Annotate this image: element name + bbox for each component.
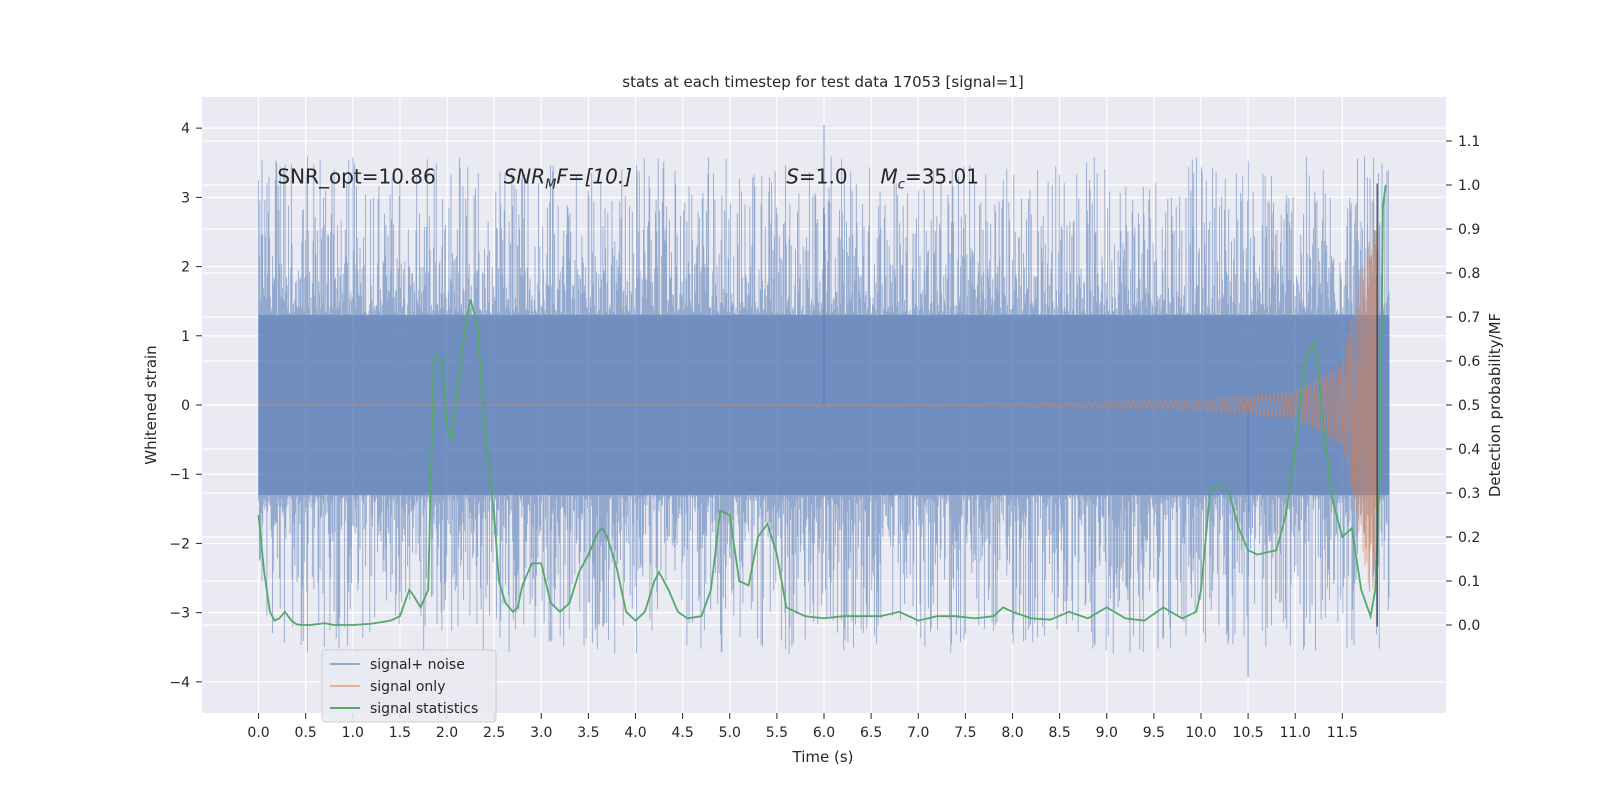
x-axis: 0.0 0.5 1.0 1.5 2.0 2.5 3.0 3.5 4.0 4.5 5.0 5.5 6.0 6… <box>247 713 1358 741</box>
x-tick-label: 3.5 <box>577 725 599 741</box>
y-right-tick-label: 0.0 <box>1458 618 1480 634</box>
y-left-tick-label: 4 <box>181 121 190 137</box>
legend-box <box>321 649 497 723</box>
y-axis-right-label: Detection probability/MF <box>1486 313 1504 497</box>
x-tick-label: 4.0 <box>624 725 646 741</box>
x-tick-label: 6.0 <box>813 725 835 741</box>
x-tick-label: 11.5 <box>1327 725 1358 741</box>
y-right-tick-label: 0.1 <box>1458 574 1480 590</box>
y-left-tick-label: −2 <box>169 536 190 552</box>
x-axis-label: Time (s) <box>792 748 854 766</box>
x-tick-label: 1.0 <box>342 725 364 741</box>
x-tick-label: 2.0 <box>436 725 458 741</box>
y-right-tick-label: 0.4 <box>1458 442 1480 458</box>
y-left-tick-label: −1 <box>169 467 190 483</box>
y-right-tick-label: 1.1 <box>1458 134 1480 150</box>
annotation: S=1.0 <box>786 165 847 189</box>
legend: signal+ noise signal only signal statistic… <box>321 649 497 723</box>
annotation-main: SNR_opt=10.86 <box>277 165 435 189</box>
legend-label: signal only <box>370 679 445 695</box>
x-tick-label: 8.5 <box>1048 725 1070 741</box>
legend-label: signal statistics <box>370 701 478 717</box>
y-right-tick-label: 0.5 <box>1458 398 1480 414</box>
y-left-tick-label: −3 <box>169 606 190 622</box>
annotation-main: M <box>881 165 898 189</box>
annotations: SNR_opt=10.86 SNRMF=[10.] S=1.0 Mc=35.01 <box>277 165 979 193</box>
x-tick-label: 3.0 <box>530 725 552 741</box>
y-right-tick-label: 0.9 <box>1458 222 1480 238</box>
x-tick-label: 0.0 <box>247 725 269 741</box>
chart-title: stats at each timestep for test data 170… <box>622 73 1023 91</box>
y-right-tick-label: 0.7 <box>1458 310 1480 326</box>
x-tick-label: 10.5 <box>1233 725 1264 741</box>
annotation-rest: =1.0 <box>799 165 848 189</box>
y-right-tick-label: 0.6 <box>1458 354 1480 370</box>
y-axis-left-label: Whitened strain <box>142 345 160 464</box>
x-tick-label: 9.0 <box>1096 725 1118 741</box>
annotation-rest: =35.01 <box>905 165 979 189</box>
x-tick-label: 10.0 <box>1185 725 1216 741</box>
y-left-tick-label: 3 <box>181 190 190 206</box>
x-tick-label: 2.5 <box>483 725 505 741</box>
x-tick-label: 7.0 <box>907 725 929 741</box>
x-tick-label: 5.5 <box>766 725 788 741</box>
annotation: SNR_opt=10.86 <box>277 165 435 189</box>
signal-statistics-line <box>257 184 1387 626</box>
x-tick-label: 9.5 <box>1143 725 1165 741</box>
x-tick-label: 6.5 <box>860 725 882 741</box>
y-right-tick-label: 0.2 <box>1458 530 1480 546</box>
x-tick-label: 11.0 <box>1280 725 1311 741</box>
annotation-main: S <box>786 165 799 189</box>
y-axis-left: 4 3 2 1 0 −1 −2 −3 −4 <box>169 121 202 691</box>
y-axis-right: 1.1 1.0 0.9 0.8 0.7 0.6 0.5 0.4 0.3 0.2 0.1 0.0 <box>1446 134 1480 634</box>
y-right-tick-label: 0.8 <box>1458 266 1480 282</box>
legend-label: signal+ noise <box>370 657 465 673</box>
y-left-tick-label: 0 <box>181 398 190 414</box>
x-tick-label: 7.5 <box>954 725 976 741</box>
signal-statistics-series <box>257 183 1387 627</box>
y-right-tick-label: 1.0 <box>1458 178 1480 194</box>
annotation-subscript: c <box>898 178 905 193</box>
y-right-tick-label: 0.3 <box>1458 486 1480 502</box>
x-tick-label: 0.5 <box>295 725 317 741</box>
annotation: Mc=35.01 <box>881 165 979 193</box>
annotation-rest: F=[10.] <box>556 165 632 189</box>
x-tick-label: 5.0 <box>719 725 741 741</box>
noise-trace <box>258 156 1390 655</box>
x-tick-label: 1.5 <box>389 725 411 741</box>
y-left-tick-label: 2 <box>181 260 190 276</box>
x-tick-label: 8.0 <box>1001 725 1023 741</box>
annotation-subscript: M <box>545 178 556 193</box>
annotation: SNRMF=[10.] <box>504 165 632 193</box>
y-left-tick-label: 1 <box>181 329 190 345</box>
annotation-main: SNR <box>504 165 546 189</box>
y-left-tick-label: −4 <box>169 675 190 691</box>
x-tick-label: 4.5 <box>672 725 694 741</box>
